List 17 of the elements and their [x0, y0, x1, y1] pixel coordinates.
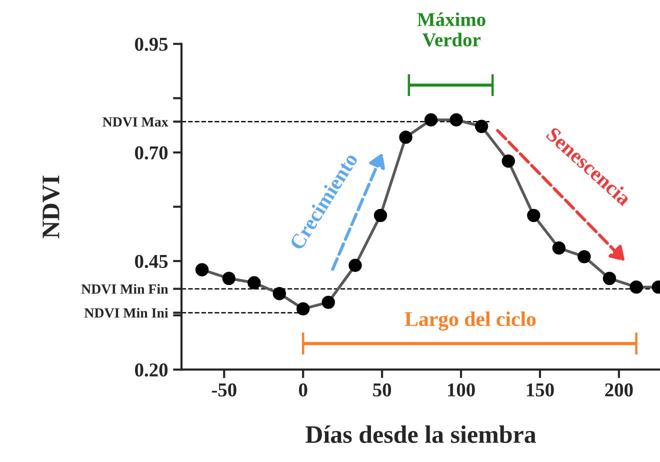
x-tick-label: 200	[605, 383, 633, 396]
y-tick-label: NDVI Min Fin	[81, 284, 168, 294]
x-tick-label: 100	[448, 383, 475, 396]
annotation: Largo del ciclo	[404, 311, 536, 331]
y-tick-label: 0.70	[135, 146, 168, 160]
y-tick-label: NDVI Max	[102, 117, 168, 127]
y-axis-title: NDVI	[42, 176, 60, 238]
x-tick-label: 150	[526, 383, 554, 396]
x-tick-label: 0	[298, 383, 308, 396]
y-tick-label: 0.20	[135, 363, 168, 377]
x-tick-label: -50	[212, 383, 236, 396]
y-tick-label: NDVI Min Ini	[84, 308, 168, 318]
annotation: Máximo Verdor	[417, 12, 486, 47]
y-tick-label: 0.45	[135, 254, 168, 268]
x-tick-label: 50	[373, 383, 392, 396]
x-axis-title: Días desde la siembra	[306, 425, 536, 444]
y-tick-label: 0.95	[135, 38, 168, 51]
